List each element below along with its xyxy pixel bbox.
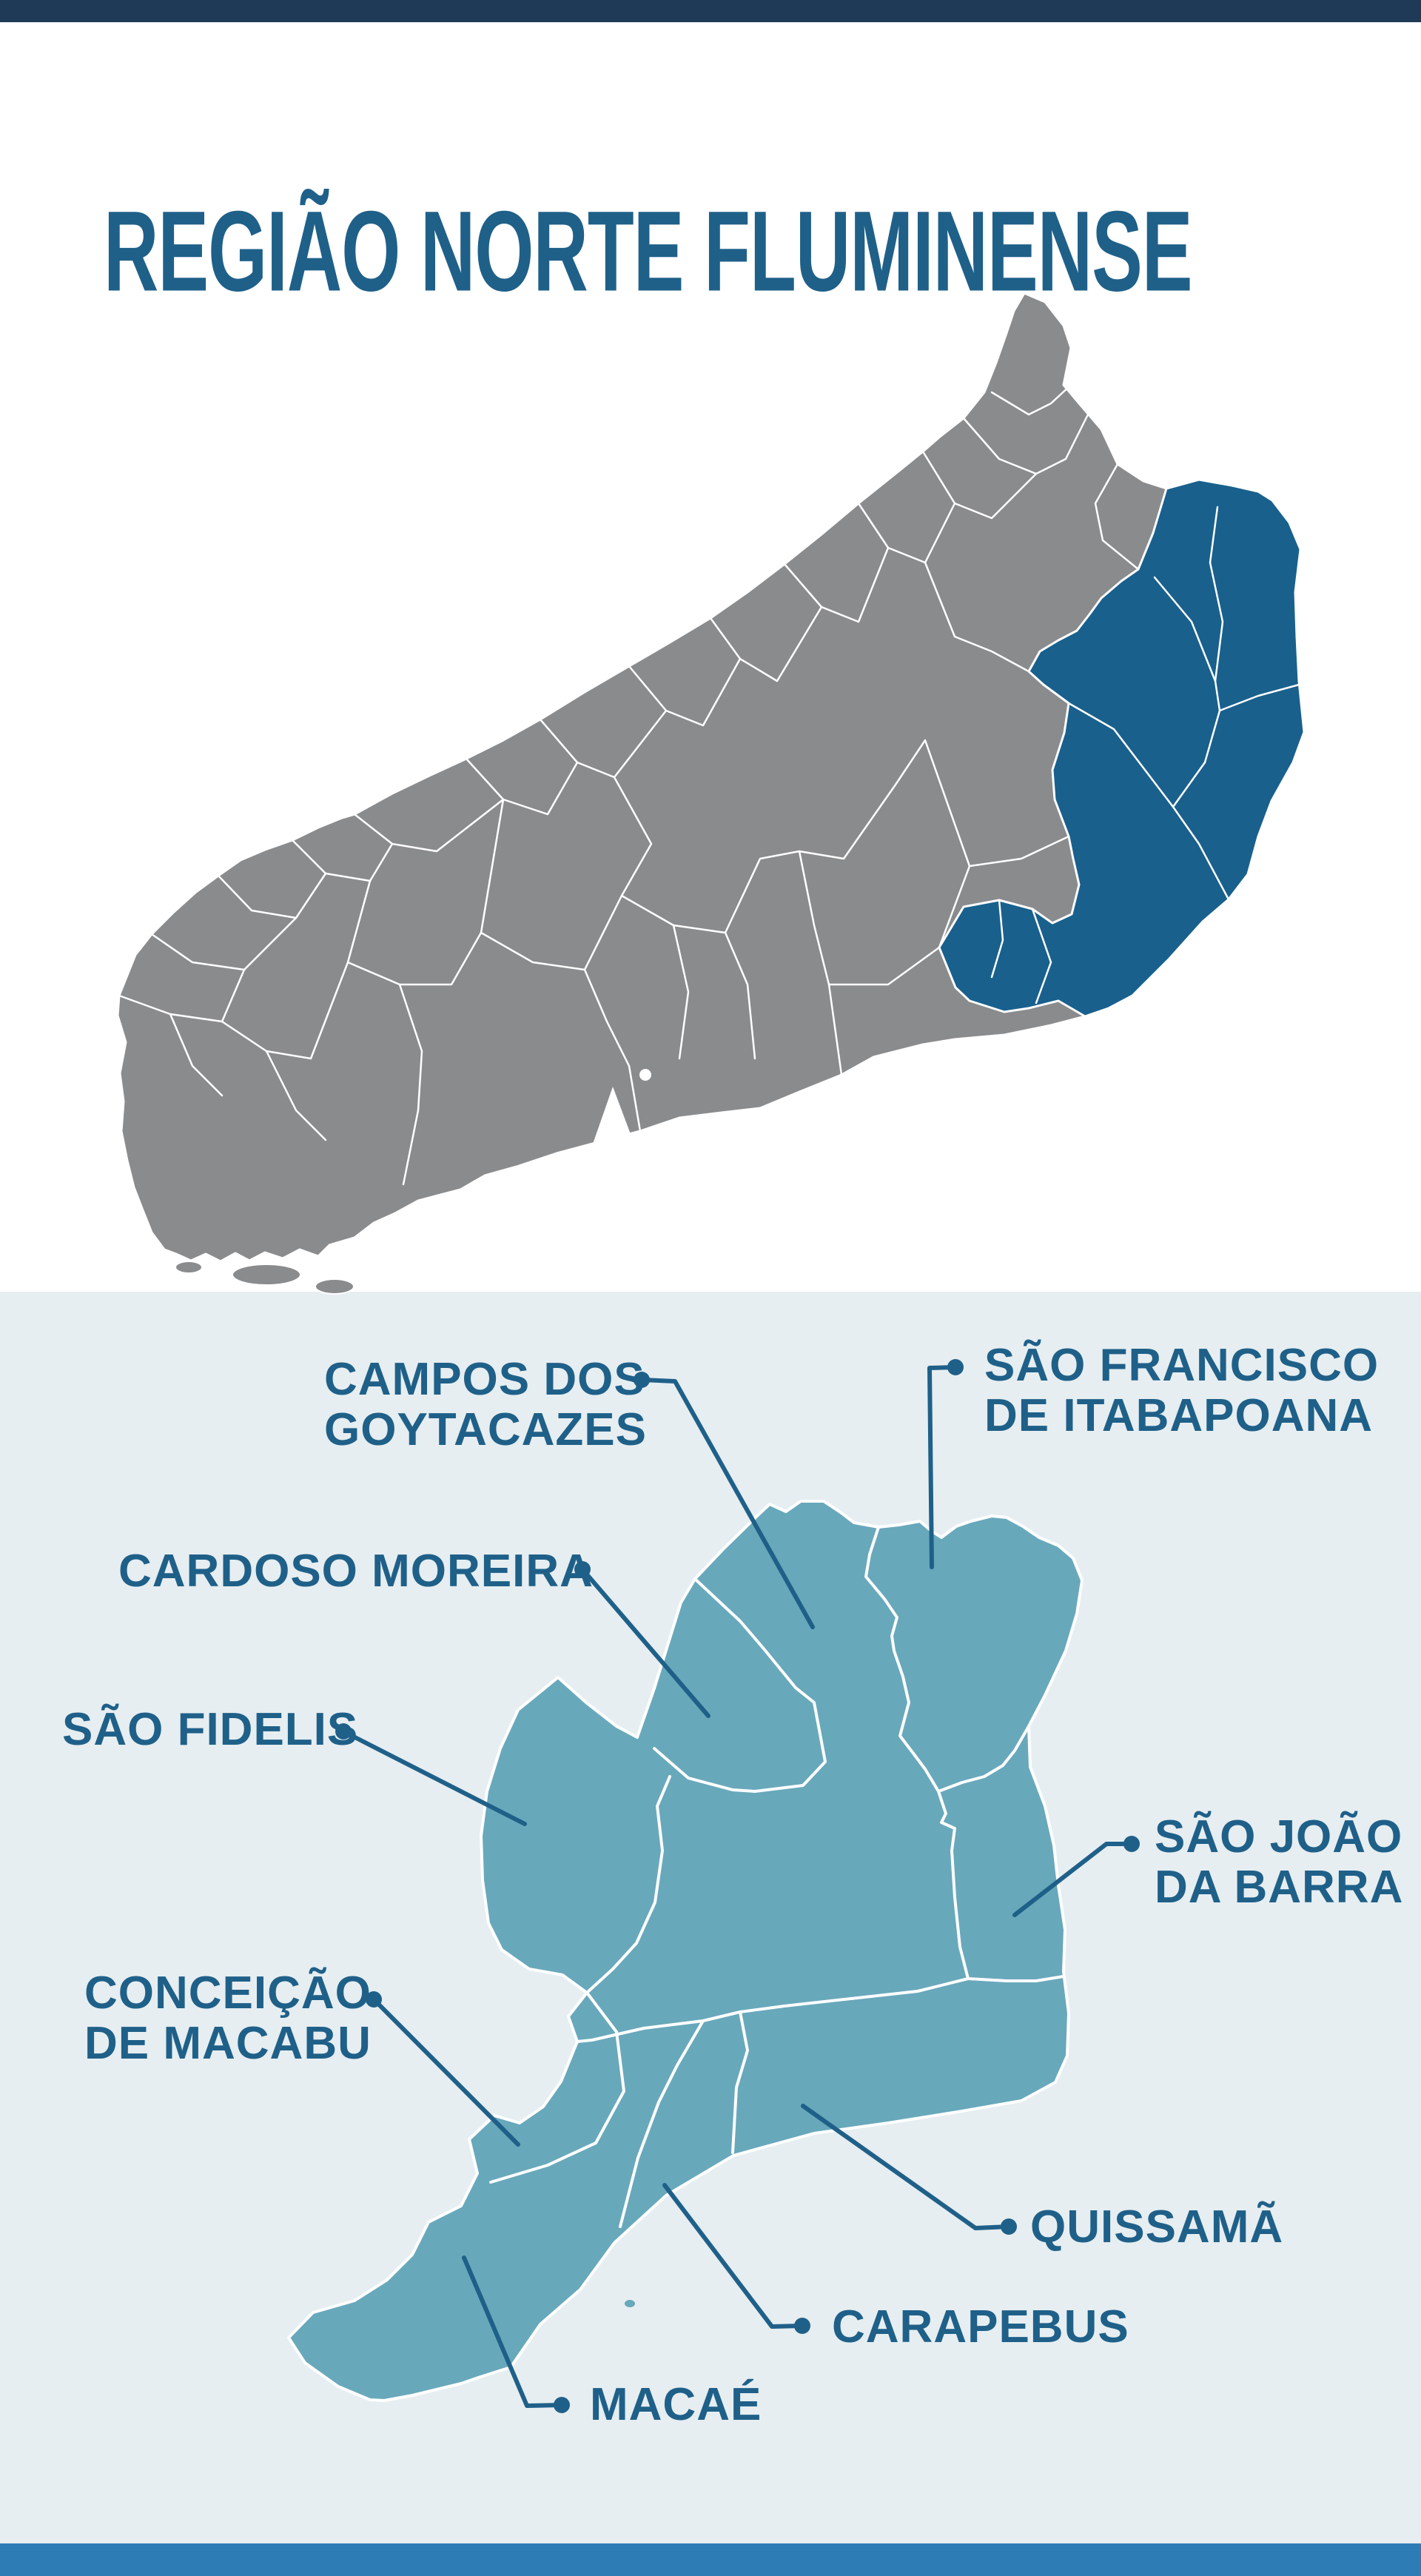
region-map xyxy=(287,1500,1084,2402)
marker-dot-sao-francisco-de-itabapoana xyxy=(947,1359,964,1375)
label-marker-dots xyxy=(335,1359,1140,2413)
region-landmass xyxy=(287,1500,1084,2402)
state-highlight-region xyxy=(938,478,1306,1018)
border-sao-joao-south xyxy=(967,1975,1065,1982)
label-line: DE ITABAPOANA xyxy=(984,1390,1374,1441)
state-map xyxy=(116,292,1306,1295)
border-sao-fidelis-campos xyxy=(585,1775,671,1994)
leader-macae xyxy=(462,2255,564,2408)
border-conceicao xyxy=(489,1991,625,2184)
state-highlight-borders xyxy=(990,506,1300,1004)
coastal-island xyxy=(315,1278,355,1295)
label-line: SÃO FIDELIS xyxy=(62,1704,359,1755)
label-line: MACAÉ xyxy=(590,2379,762,2430)
state-municipal-borders xyxy=(118,383,1140,1186)
bay-island xyxy=(639,1069,651,1081)
label-macae: MACAÉ xyxy=(590,2380,762,2430)
marker-dot-conceicao-de-macabu xyxy=(366,1991,382,2008)
coastal-island xyxy=(232,1264,301,1286)
leader-campos-dos-goytacazes xyxy=(639,1378,815,1629)
label-line: DA BARRA xyxy=(1155,1862,1404,1913)
region-municipal-borders xyxy=(489,1526,1065,2228)
bottom-accent-bar xyxy=(0,2543,1421,2576)
marker-dot-carapebus xyxy=(794,2318,810,2334)
marker-dot-campos-dos-goytacazes xyxy=(634,1372,650,1388)
leader-sao-fidelis xyxy=(341,1729,527,1826)
page-title: REGIÃO NORTE FLUMINENSE xyxy=(104,187,1193,315)
top-accent-bar xyxy=(0,0,1421,22)
leader-carapebus xyxy=(662,2183,804,2329)
label-line: CONCEIÇÃO xyxy=(84,1968,372,2019)
leader-sao-joao-da-barra xyxy=(1012,1842,1134,1917)
leader-cardoso-moreira xyxy=(580,1567,710,1718)
label-campos-dos-goytacazes: CAMPOS DOS GOYTACAZES xyxy=(324,1355,647,1455)
label-sao-joao-da-barra: SÃO JOÃO DA BARRA xyxy=(1155,1812,1403,1913)
leader-conceicao-de-macabu xyxy=(372,1997,520,2147)
marker-dot-sao-joao-da-barra xyxy=(1123,1836,1140,1852)
marker-dot-quissama xyxy=(1001,2218,1017,2235)
label-carapebus: CARAPEBUS xyxy=(832,2302,1129,2352)
border-carapebus-macae xyxy=(619,2019,705,2228)
label-line: GOYTACAZES xyxy=(324,1404,647,1455)
label-conceicao-de-macabu: CONCEIÇÃO DE MACABU xyxy=(84,1968,372,2069)
label-line: CAMPOS DOS xyxy=(324,1354,645,1405)
label-quissama: QUISSAMÃ xyxy=(1030,2202,1283,2253)
border-campos-sao-joao xyxy=(937,1790,970,1980)
label-sao-fidelis: SÃO FIDELIS xyxy=(62,1705,358,1755)
region-islet xyxy=(625,2300,635,2307)
border-campos-quissama xyxy=(702,1977,970,2022)
label-line: QUISSAMÃ xyxy=(1030,2201,1284,2253)
marker-dot-sao-fidelis xyxy=(335,1723,352,1740)
marker-dot-macae xyxy=(554,2397,570,2413)
label-line: SÃO FRANCISCO xyxy=(984,1340,1380,1391)
coastal-island xyxy=(175,1261,203,1274)
border-cardoso xyxy=(653,1577,827,1793)
border-sao-francisco-sao-joao xyxy=(937,1725,1030,1793)
leader-sao-francisco-de-itabapoana xyxy=(927,1365,958,1569)
label-line: DE MACABU xyxy=(84,2018,372,2069)
label-line: CARAPEBUS xyxy=(832,2301,1129,2352)
label-line: SÃO JOÃO xyxy=(1155,1811,1403,1862)
leader-quissama xyxy=(801,2104,1011,2230)
border-sao-francisco-campos xyxy=(864,1526,940,1793)
label-sao-francisco-de-itabapoana: SÃO FRANCISCO DE ITABAPOANA xyxy=(984,1341,1379,1441)
marker-dot-cardoso-moreira xyxy=(574,1561,591,1577)
label-leaders xyxy=(341,1365,1134,2408)
label-line: CARDOSO MOREIRA xyxy=(118,1546,594,1597)
border-quissama-carapebus xyxy=(731,2010,749,2154)
guanabara-bay xyxy=(592,1087,635,1146)
label-cardoso-moreira: CARDOSO MOREIRA xyxy=(118,1546,594,1597)
